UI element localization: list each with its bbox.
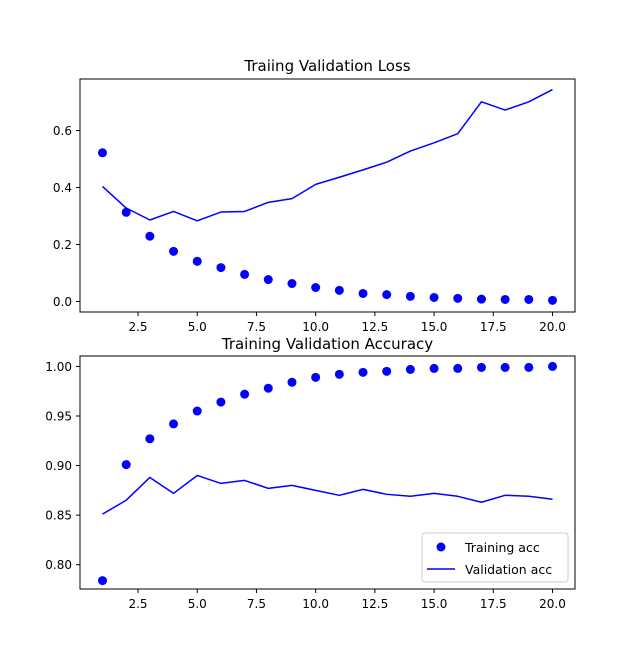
loss-chart-line-series [101, 88, 553, 222]
accuracy-chart-x-tick-label: 2.5 [128, 597, 147, 611]
loss-chart-training-point [192, 256, 202, 266]
loss-chart-training-point [476, 294, 486, 304]
legend-box [421, 532, 569, 583]
loss-chart-training-point [263, 275, 273, 285]
loss-chart-y-tick-label: 0.6 [53, 124, 72, 138]
accuracy-chart-x-tick-label: 17.5 [480, 597, 507, 611]
loss-chart-training-point [405, 291, 415, 301]
accuracy-chart-line-series [102, 474, 553, 515]
loss-chart-training-point [500, 294, 510, 304]
loss-chart-training-point [240, 269, 250, 279]
accuracy-chart-training-point [121, 460, 131, 470]
loss-chart-training-point [358, 288, 368, 298]
loss-chart-y-tick-label: 0.4 [53, 181, 72, 195]
legend-training-marker [436, 542, 446, 552]
loss-chart-title: Traiing Validation Loss [243, 57, 410, 75]
loss-chart-training-point [311, 283, 321, 293]
loss-chart-x-tick-label: 17.5 [480, 320, 507, 334]
accuracy-chart-y-tick-label: 0.95 [45, 409, 72, 423]
accuracy-chart-training-point [382, 366, 392, 376]
accuracy-chart-training-point [169, 419, 179, 429]
accuracy-chart-x-tick-label: 20.0 [539, 597, 566, 611]
accuracy-chart-training-point [98, 576, 107, 586]
accuracy-chart-training-point [429, 363, 439, 373]
accuracy-chart-validation-line [102, 474, 553, 515]
loss-chart-point-series [98, 148, 557, 305]
accuracy-chart: Training Validation Accuracy 2.5 5.0 7.5 10… [45, 335, 576, 611]
loss-chart-training-point [169, 246, 179, 256]
loss-chart-training-point [382, 290, 392, 300]
loss-chart-training-point [548, 295, 557, 305]
accuracy-chart-x-tick-label: 10.0 [302, 597, 329, 611]
accuracy-chart-training-point [358, 367, 368, 377]
loss-chart-y-tick-label: 0.0 [53, 295, 72, 309]
loss-chart-training-point [429, 292, 439, 302]
loss-chart-training-point [524, 294, 534, 304]
loss-chart-training-point [121, 207, 131, 217]
accuracy-chart-training-point [192, 406, 202, 416]
loss-chart-training-point [453, 293, 463, 303]
loss-chart-validation-line [101, 88, 553, 222]
loss-chart-y-tick-label: 0.2 [53, 238, 72, 252]
accuracy-chart-training-point [476, 362, 486, 372]
legend: Training acc Validation acc [421, 532, 569, 583]
accuracy-chart-training-point [287, 377, 297, 387]
legend-validation-label: Validation acc [465, 562, 552, 577]
accuracy-chart-training-point [334, 369, 344, 379]
loss-chart-frame [79, 78, 576, 313]
accuracy-chart-training-point [453, 363, 463, 373]
loss-chart-training-point [287, 279, 297, 289]
accuracy-chart-y-tick-label: 1.00 [45, 360, 72, 374]
loss-chart-x-tick-label: 10.0 [302, 320, 329, 334]
loss-chart-x-tick-label: 12.5 [362, 320, 389, 334]
accuracy-chart-training-point [500, 362, 510, 372]
accuracy-chart-training-point [145, 434, 155, 444]
accuracy-chart-x-tick-label: 7.5 [247, 597, 266, 611]
accuracy-chart-training-point [405, 364, 415, 374]
loss-chart-x-tick-label: 15.0 [421, 320, 448, 334]
accuracy-chart-training-point [240, 389, 250, 399]
loss-chart-training-point [145, 231, 155, 241]
accuracy-chart-x-tick-label: 15.0 [421, 597, 448, 611]
loss-chart-training-point [216, 263, 226, 273]
accuracy-chart-training-point [524, 362, 534, 372]
accuracy-chart-x-tick-label: 5.0 [188, 597, 207, 611]
loss-chart-axes: 2.5 5.0 7.5 10.0 12.5 15.0 17.5 20.0 0.0 0.2 0.4 0.… [53, 124, 566, 334]
loss-chart-training-point [98, 148, 107, 158]
loss-chart-x-tick-label: 20.0 [539, 320, 566, 334]
loss-chart-x-tick-label: 5.0 [188, 320, 207, 334]
accuracy-chart-training-point [311, 372, 321, 382]
loss-chart-training-point [334, 285, 344, 295]
accuracy-chart-point-series [98, 361, 557, 586]
legend-training-label: Training acc [464, 540, 540, 555]
accuracy-chart-training-point [548, 361, 557, 371]
accuracy-chart-title: Training Validation Accuracy [221, 335, 433, 353]
accuracy-chart-training-point [263, 383, 273, 393]
accuracy-chart-y-tick-label: 0.90 [45, 459, 72, 473]
accuracy-chart-y-tick-label: 0.85 [45, 509, 72, 523]
loss-chart-x-tick-label: 7.5 [247, 320, 266, 334]
accuracy-chart-axes: 2.5 5.0 7.5 10.0 12.5 15.0 17.5 20.0 0.80 0.85 0.9… [45, 360, 566, 611]
loss-chart: Traiing Validation Loss 2.5 5.0 7.5 10.0 12.… [53, 57, 576, 334]
accuracy-chart-frame [79, 355, 576, 590]
accuracy-chart-training-point [216, 397, 226, 407]
accuracy-chart-y-tick-label: 0.80 [45, 558, 72, 572]
loss-chart-x-tick-label: 2.5 [128, 320, 147, 334]
accuracy-chart-x-tick-label: 12.5 [362, 597, 389, 611]
